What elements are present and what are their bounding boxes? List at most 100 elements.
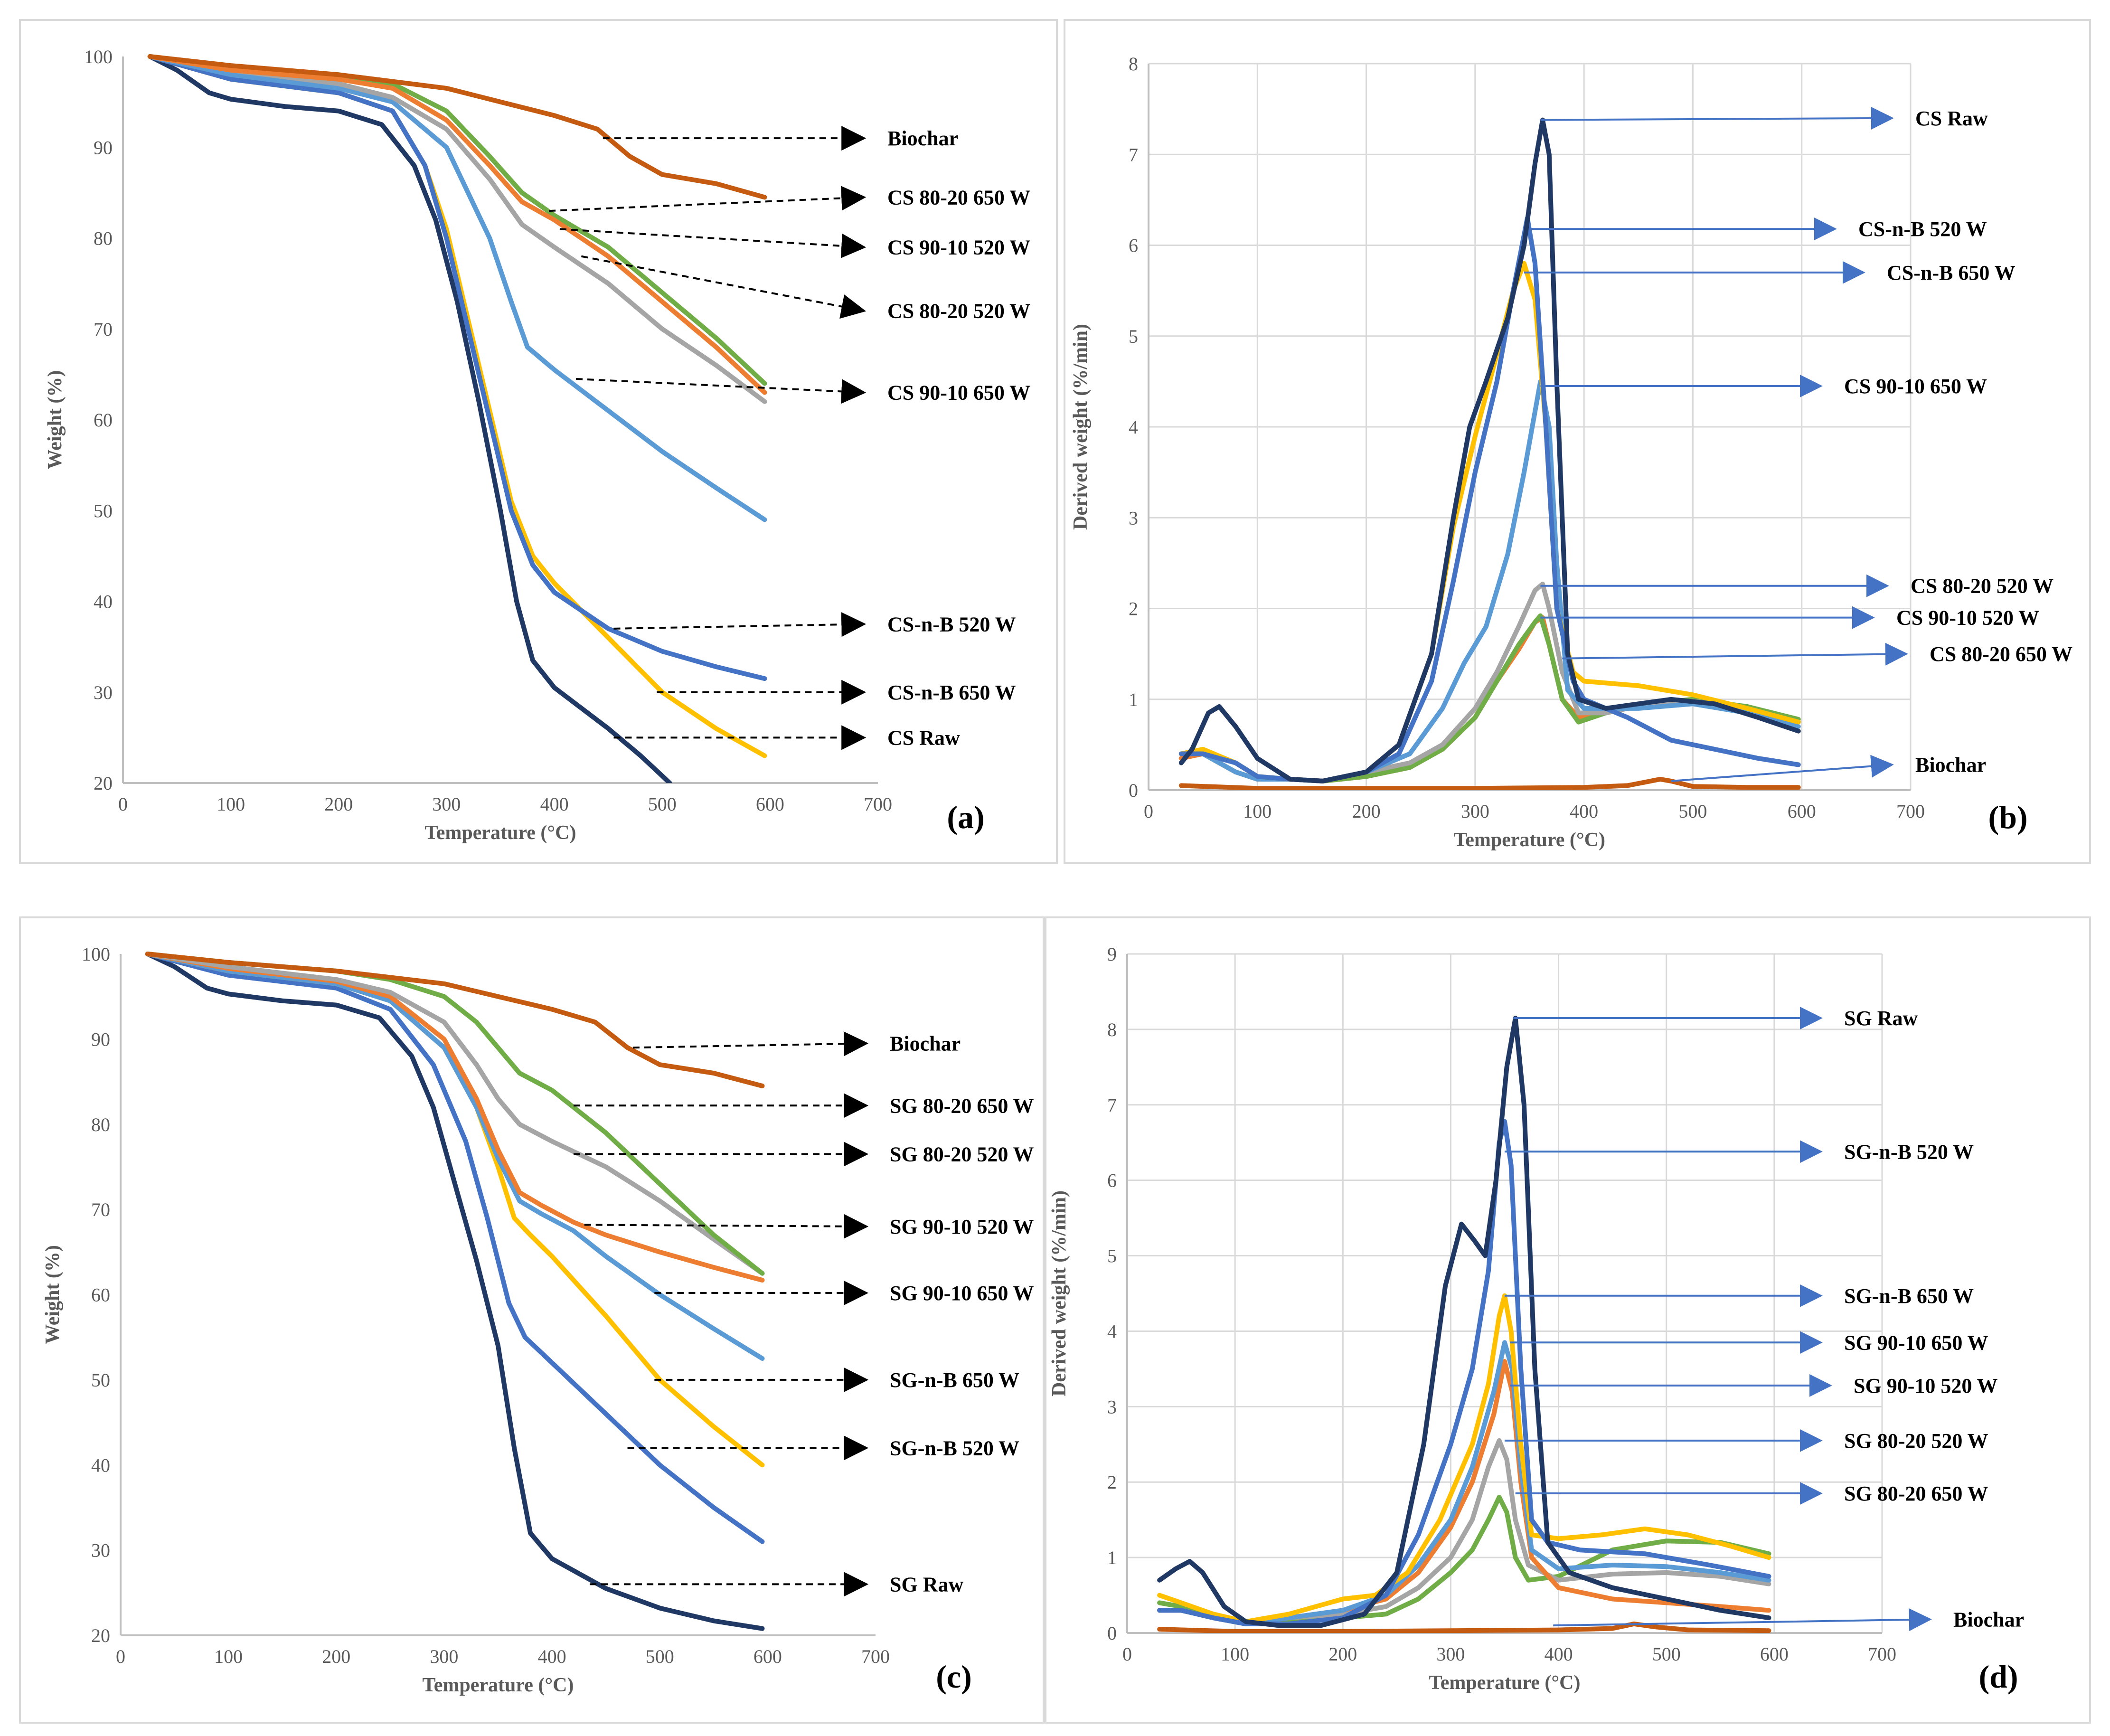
y-tick-label: 8 bbox=[1107, 1019, 1117, 1040]
y-tick-label: 50 bbox=[91, 1369, 110, 1391]
x-tick-label: 100 bbox=[214, 1646, 243, 1667]
series-label-sg-n-b-520-w: SG-n-B 520 W bbox=[890, 1436, 1019, 1460]
chart-d: 0 1 2 3 4 5 6 7 8 9 0 100 200 300 400 500 600 700 Temperat… bbox=[1048, 943, 2024, 1695]
series-label-sg-raw: SG Raw bbox=[890, 1573, 963, 1596]
x-tick-label: 400 bbox=[1570, 801, 1598, 822]
y-tick-label: 3 bbox=[1129, 507, 1138, 528]
series-label-biochar: Biochar bbox=[890, 1032, 961, 1055]
x-tick-label: 200 bbox=[322, 1646, 350, 1667]
x-tick-label: 500 bbox=[646, 1646, 674, 1667]
x-tick-label: 500 bbox=[648, 793, 677, 815]
y-tick-label: 60 bbox=[91, 1284, 110, 1306]
series-group-d bbox=[1157, 1016, 1771, 1633]
series-label-sg-80-20-520-w: SG 80-20 520 W bbox=[890, 1143, 1034, 1166]
x-tick-label: 200 bbox=[1352, 801, 1381, 822]
series-line-sg-raw bbox=[145, 952, 765, 1631]
y-tick-label: 80 bbox=[94, 228, 113, 249]
x-tick-label: 500 bbox=[1652, 1643, 1681, 1665]
annotation-arrow-biochar bbox=[1671, 755, 1894, 782]
x-tick-label: 700 bbox=[864, 793, 892, 815]
y-tick-label: 20 bbox=[91, 1625, 110, 1646]
y-tick-label: 5 bbox=[1129, 326, 1138, 347]
series-line-biochar bbox=[147, 54, 767, 200]
series-label-cs-90-10-650-w: CS 90-10 650 W bbox=[887, 381, 1030, 405]
panel-label: (d) bbox=[1978, 1659, 2018, 1695]
series-label-cs-90-10-650-w: CS 90-10 650 W bbox=[1844, 375, 1987, 398]
x-tick-label: 200 bbox=[1328, 1643, 1357, 1665]
annotations-b: CS Raw CS-n-B 520 W CS-n-B 650 W CS 90-10 6… bbox=[1524, 107, 2072, 782]
series-label-sg-90-10-650-w: SG 90-10 650 W bbox=[890, 1282, 1034, 1305]
panel-c: 20 30 40 50 60 70 80 90 100 0 100 200 300 400 500 600 70… bbox=[19, 916, 1045, 1724]
series-label-sg-raw: SG Raw bbox=[1844, 1007, 1918, 1030]
series-label-cs-raw: CS Raw bbox=[887, 726, 960, 749]
annotation-arrow-sg-90-10-520-w bbox=[584, 1214, 869, 1239]
axes-d: 0 1 2 3 4 5 6 7 8 9 0 100 200 300 400 500 600 700 Temperat… bbox=[1048, 943, 1896, 1694]
y-tick-label: 100 bbox=[82, 943, 110, 965]
x-axis-title: Temperature (°C) bbox=[423, 1674, 574, 1696]
x-tick-label: 700 bbox=[861, 1646, 890, 1667]
y-tick-label: 20 bbox=[94, 773, 113, 794]
series-label-cs-n-b-650-w: CS-n-B 650 W bbox=[887, 681, 1016, 704]
series-line-cs-90-10-650-w bbox=[147, 54, 767, 522]
y-tick-label: 80 bbox=[91, 1114, 110, 1135]
series-line-biochar bbox=[1178, 777, 1801, 790]
axes-a: 20 30 40 50 60 70 80 90 100 0 100 200 300 400 500 600 70… bbox=[44, 46, 892, 844]
y-tick-label: 8 bbox=[1129, 53, 1138, 75]
series-line-biochar bbox=[1157, 1621, 1771, 1633]
x-tick-label: 300 bbox=[1436, 1643, 1465, 1665]
series-line-sg-80-20-520-w bbox=[145, 952, 765, 1276]
y-tick-label: 2 bbox=[1107, 1472, 1117, 1493]
series-label-cs-90-10-520-w: CS 90-10 520 W bbox=[1896, 606, 2039, 630]
y-tick-label: 7 bbox=[1129, 144, 1138, 165]
y-tick-label: 1 bbox=[1129, 689, 1138, 710]
x-tick-label: 400 bbox=[1545, 1643, 1573, 1665]
series-label-cs-80-20-650-w: CS 80-20 650 W bbox=[887, 186, 1030, 209]
y-tick-label: 6 bbox=[1129, 235, 1138, 256]
series-label-sg-80-20-650-w: SG 80-20 650 W bbox=[1844, 1482, 1988, 1505]
panel-b: 0 1 2 3 4 5 6 7 8 0 100 200 300 400 500 600 700 Temperatu… bbox=[1064, 19, 2091, 864]
series-label-biochar: Biochar bbox=[1915, 753, 1986, 776]
y-axis-title: Weight (%) bbox=[42, 1245, 64, 1344]
y-tick-label: 9 bbox=[1107, 943, 1117, 965]
annotation-arrow-cs-80-20-650-w bbox=[549, 186, 867, 212]
panel-d: 0 1 2 3 4 5 6 7 8 9 0 100 200 300 400 500 600 700 Temperat… bbox=[1045, 916, 2091, 1724]
y-tick-label: 3 bbox=[1107, 1396, 1117, 1417]
x-tick-label: 400 bbox=[540, 793, 569, 815]
y-tick-label: 1 bbox=[1107, 1547, 1117, 1568]
panel-a: 20 30 40 50 60 70 80 90 100 0 100 200 300 400 500 600 70… bbox=[19, 19, 1058, 864]
annotations-c: Biochar SG 80-20 650 W SG 80-20 520 W SG 90… bbox=[574, 1031, 1034, 1597]
x-axis-title: Temperature (°C) bbox=[1429, 1672, 1581, 1694]
y-tick-label: 70 bbox=[94, 319, 113, 340]
x-tick-label: 600 bbox=[1760, 1643, 1789, 1665]
panel-label: (c) bbox=[936, 1659, 971, 1695]
annotation-arrow-cs-80-20-520-w bbox=[581, 255, 867, 319]
y-tick-label: 90 bbox=[91, 1028, 110, 1050]
x-axis-title: Temperature (°C) bbox=[1454, 829, 1605, 851]
series-line-sg-raw bbox=[1157, 1016, 1771, 1628]
series-label-cs-90-10-520-w: CS 90-10 520 W bbox=[887, 236, 1030, 259]
series-line-cs-90-10-650-w bbox=[1178, 379, 1801, 783]
x-tick-label: 400 bbox=[538, 1646, 566, 1667]
annotations-d: SG Raw SG-n-B 520 W SG-n-B 650 W SG 90-10 6… bbox=[1505, 1007, 2024, 1631]
series-label-cs-n-b-520-w: CS-n-B 520 W bbox=[887, 613, 1016, 636]
series-line-cs-raw bbox=[147, 54, 672, 783]
y-tick-label: 7 bbox=[1107, 1094, 1117, 1116]
series-label-cs-n-b-650-w: CS-n-B 650 W bbox=[1887, 261, 2016, 284]
series-group-a bbox=[147, 54, 767, 783]
series-label-sg-n-b-650-w: SG-n-B 650 W bbox=[1844, 1284, 1974, 1308]
y-tick-label: 0 bbox=[1107, 1623, 1117, 1644]
y-tick-label: 100 bbox=[84, 46, 113, 67]
x-axis-title: Temperature (°C) bbox=[425, 822, 576, 844]
series-label-biochar: Biochar bbox=[1953, 1608, 2024, 1631]
series-label-cs-80-20-520-w: CS 80-20 520 W bbox=[1911, 575, 2053, 598]
y-axis-title: Weight (%) bbox=[44, 370, 66, 470]
series-line-cs-n-b-650-w bbox=[147, 54, 767, 758]
axes-c: 20 30 40 50 60 70 80 90 100 0 100 200 300 400 500 600 70… bbox=[42, 943, 890, 1696]
y-axis-title: Derived weight (%/min) bbox=[1070, 324, 1092, 530]
y-tick-label: 30 bbox=[91, 1540, 110, 1561]
series-line-cs-n-b-520-w bbox=[1178, 216, 1801, 783]
y-tick-label: 5 bbox=[1107, 1245, 1117, 1267]
series-group-c bbox=[145, 952, 765, 1631]
x-tick-label: 100 bbox=[1243, 801, 1272, 822]
annotations-a: Biochar CS 80-20 650 W CS 90-10 520 W CS 80… bbox=[549, 126, 1030, 750]
